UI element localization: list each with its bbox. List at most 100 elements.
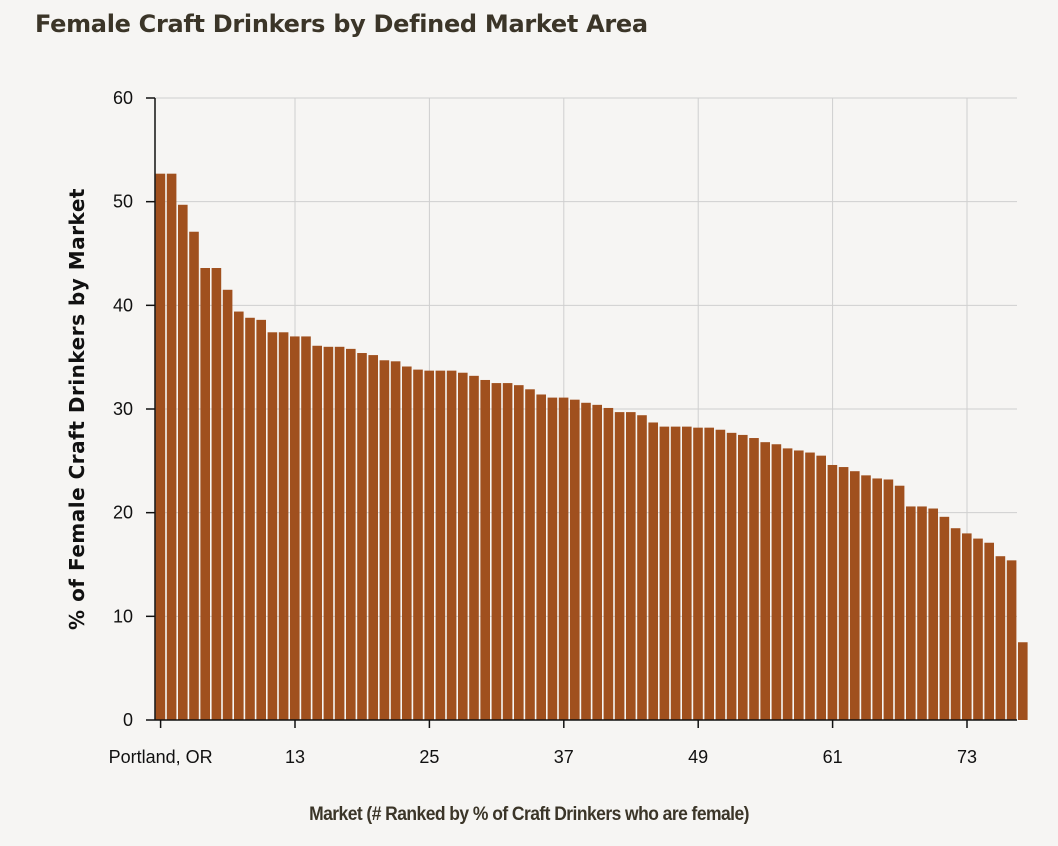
bar [424,370,434,720]
y-tick-label: 40 [113,295,133,315]
bar [446,370,457,720]
bar [278,332,289,720]
bar [794,450,804,720]
bar [648,422,658,720]
bar [805,452,815,720]
bar [850,471,860,720]
y-tick-label: 60 [113,88,133,108]
x-axis-title: Market (# Ranked by % of Craft Drinkers … [309,804,749,825]
bar [581,402,591,720]
bar [693,427,703,720]
bar [245,317,255,720]
bar [536,394,546,720]
bar [290,336,300,720]
bar [402,366,412,720]
bar [827,464,838,720]
bar [480,379,490,720]
bar [592,404,602,720]
bar [614,412,625,720]
bar [626,412,636,720]
bar [413,369,423,720]
bar [222,289,233,720]
bar [211,268,222,720]
bar [682,426,692,720]
bar [883,479,894,720]
bar [872,478,882,720]
bar [166,173,177,720]
bar [760,442,770,720]
chart-title: Female Craft Drinkers by Defined Market … [35,10,648,38]
bar [749,438,759,720]
x-tick-label: 13 [285,747,305,767]
y-tick-label: 30 [113,399,133,419]
bar [502,383,513,720]
bar [514,385,524,720]
bar [334,346,345,720]
bar [771,444,782,720]
y-tick-labels: 0 10 20 30 40 50 60 [113,88,133,730]
bar [469,375,479,720]
bar [234,311,244,720]
bar [525,389,535,720]
bar [816,455,826,720]
x-tick-label: 49 [688,747,708,767]
bar [715,429,726,720]
bar [928,508,938,720]
x-tick-label: 25 [419,747,439,767]
bar [379,360,390,720]
bar [368,355,378,720]
bar [547,397,558,720]
x-tick-label: 73 [957,747,977,767]
bar [558,397,569,720]
y-tick-label: 10 [113,606,133,626]
bar [906,506,916,720]
bar [435,370,446,720]
bar [458,372,468,720]
bar [155,173,166,720]
x-tick-labels: Portland, OR 13 25 37 49 61 73 [109,747,977,767]
bar [1006,560,1017,720]
x-tick-label: 37 [554,747,574,767]
bars [155,173,1028,721]
y-tick-label: 0 [123,710,133,730]
bar [726,432,737,720]
x-tick-label: 61 [823,747,843,767]
bar [267,332,278,720]
bar [995,556,1006,720]
bar [704,427,714,720]
bar [390,361,401,720]
bar [603,407,614,720]
y-tick-label: 50 [113,192,133,212]
bar [189,231,199,721]
bar [570,399,580,720]
y-axis-title: % of Female Craft Drinkers by Market [65,188,89,630]
bar [962,533,972,720]
bar [1018,642,1028,720]
bar [917,506,927,720]
bar [357,353,367,720]
bar [950,528,961,720]
bar [738,434,748,720]
bar [894,485,905,720]
bar [200,268,210,720]
bar [491,383,502,720]
bar [178,204,188,720]
y-tick-label: 20 [113,503,133,523]
bar [861,475,871,720]
bar [670,426,681,720]
bar [637,415,647,720]
bar [312,345,322,720]
bar [973,538,983,720]
bar [838,467,849,720]
bar [939,516,950,720]
bar [659,426,670,720]
bar [346,348,356,720]
bar [323,346,334,720]
bar [301,336,311,720]
bar [256,319,266,720]
axes [146,97,1017,728]
x-tick-label: Portland, OR [109,747,213,767]
bar [782,448,793,720]
bar [984,542,994,720]
